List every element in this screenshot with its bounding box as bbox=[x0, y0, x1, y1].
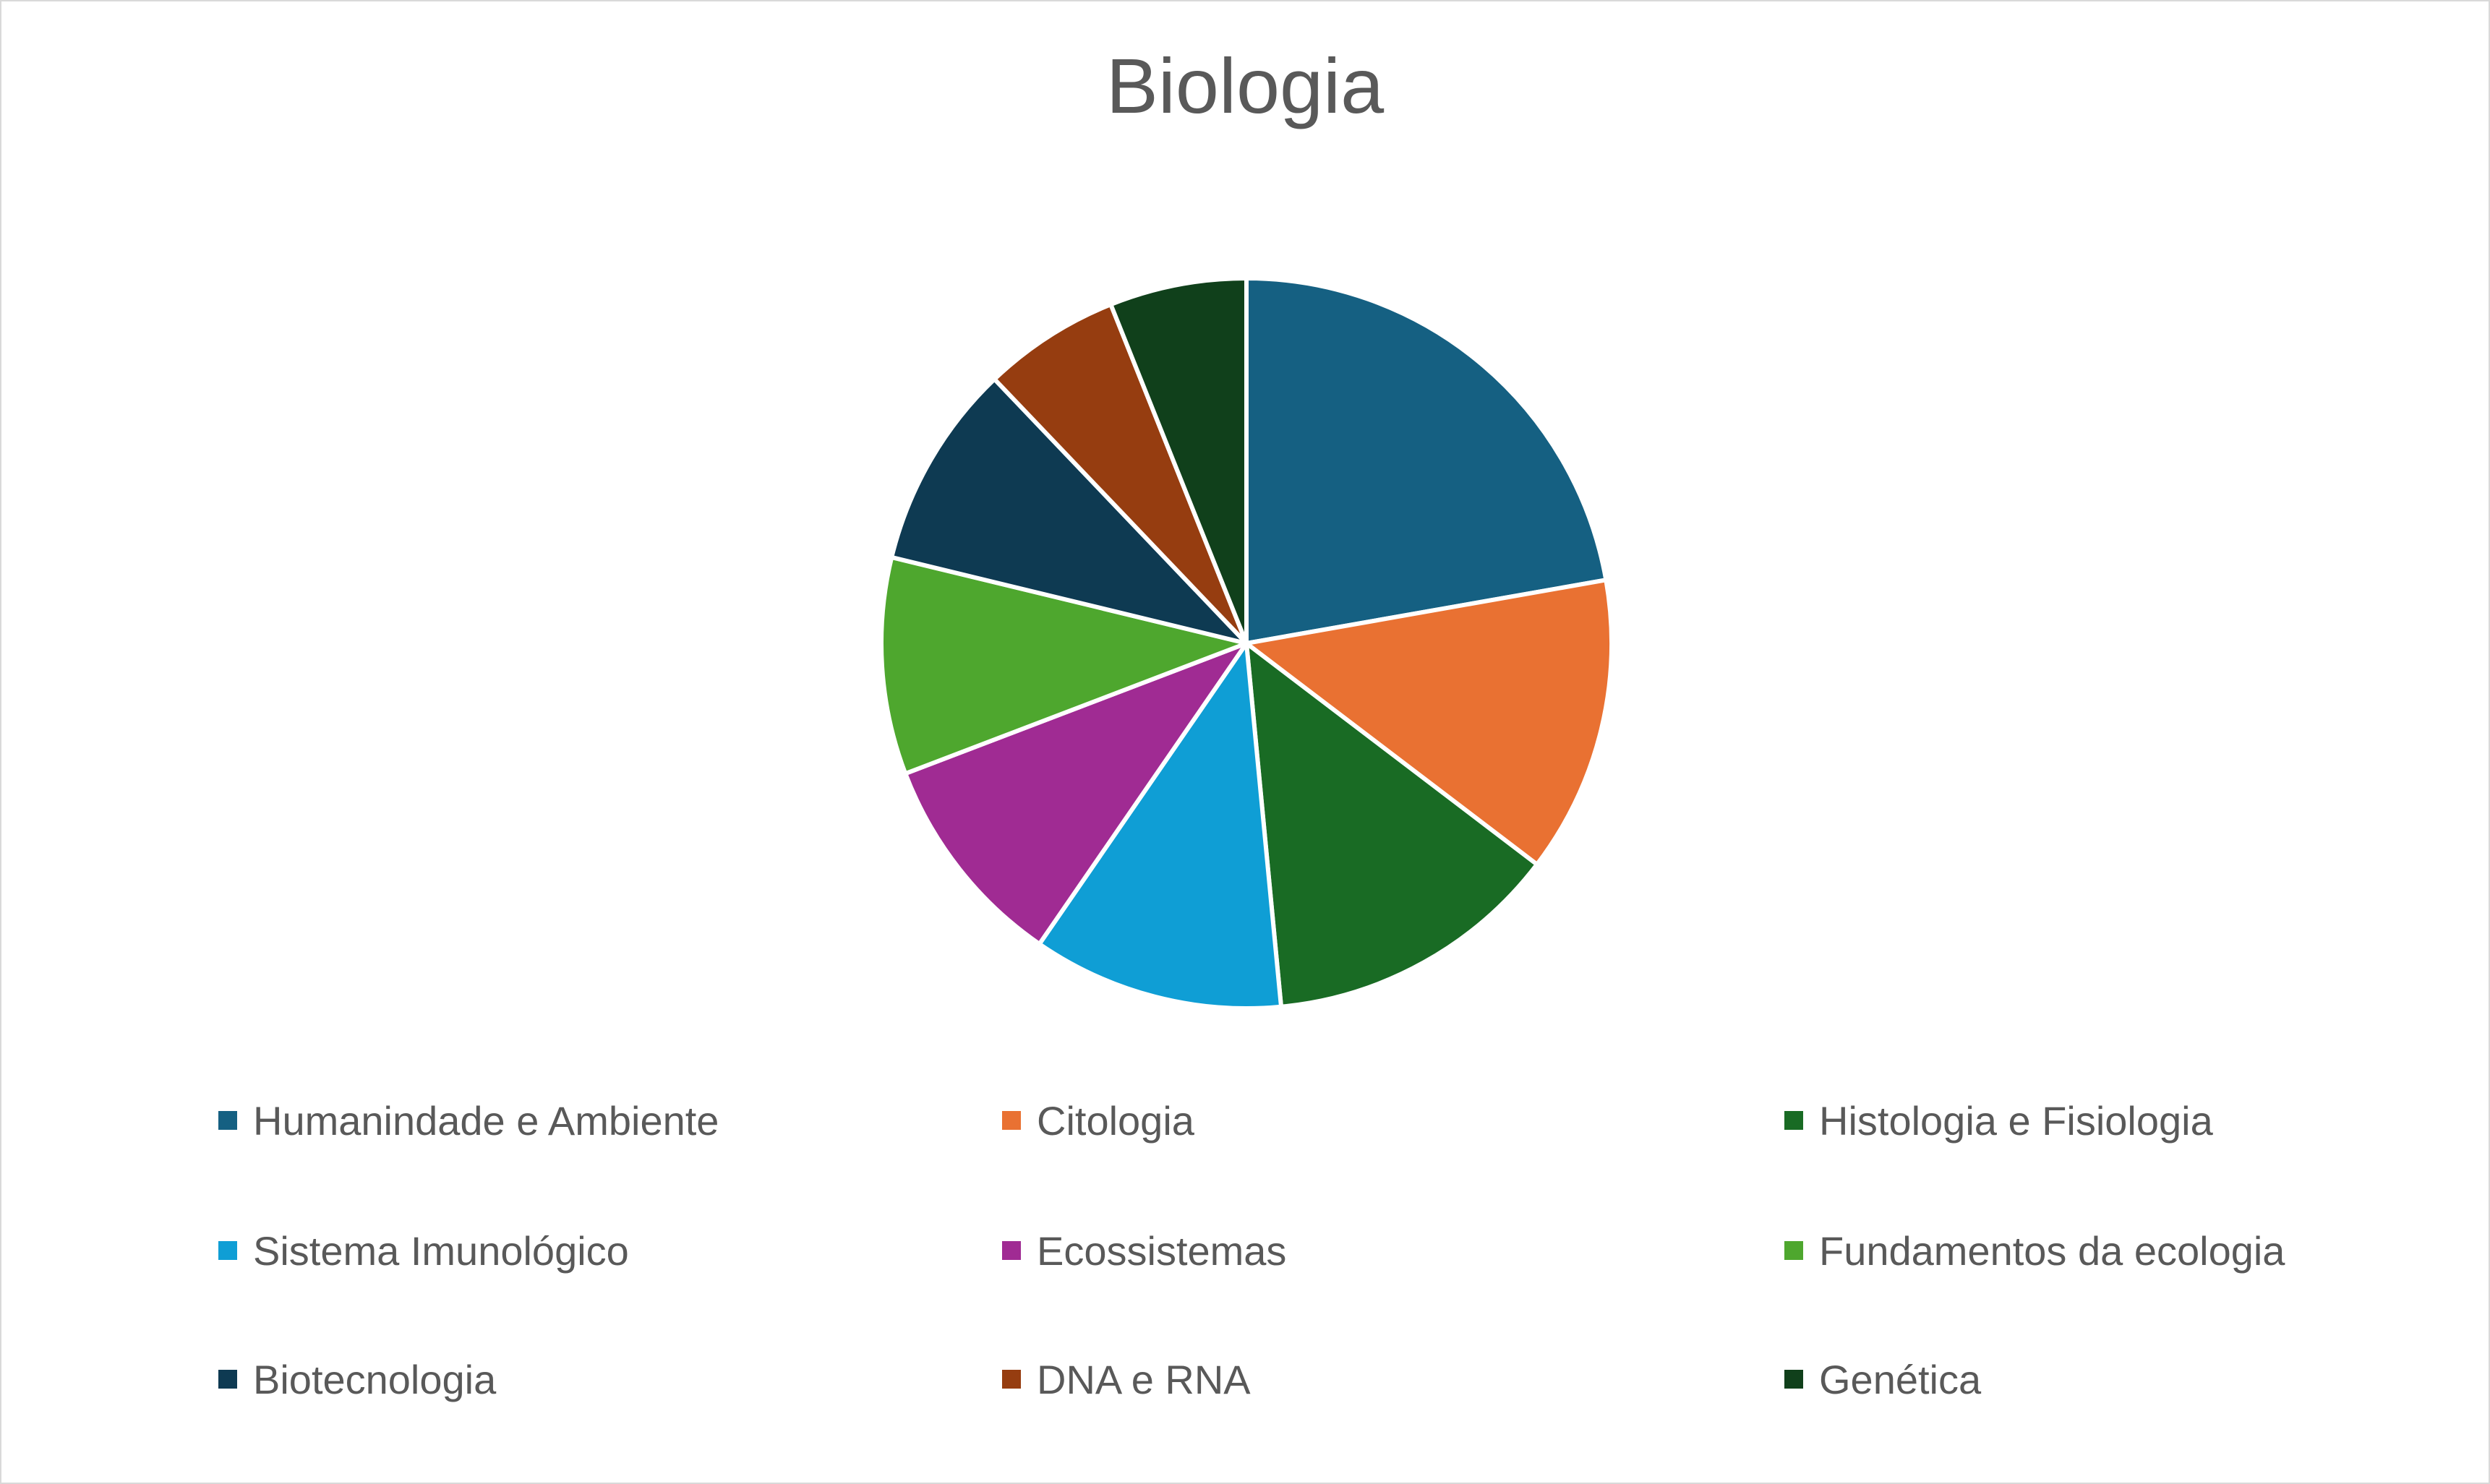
chart-title: Biologia bbox=[1105, 42, 1385, 129]
legend-label: Fundamentos da ecologia bbox=[1819, 1227, 2285, 1274]
legend-label: Sistema Imunológico bbox=[253, 1227, 629, 1274]
legend-item: DNA e RNA bbox=[1002, 1354, 1251, 1404]
legend-swatch bbox=[1784, 1111, 1803, 1130]
legend-item: Humanindade e Ambiente bbox=[218, 1095, 719, 1146]
pie-slice-dna-e-rna bbox=[992, 302, 1249, 646]
legend-item: Citologia bbox=[1002, 1095, 1194, 1146]
legend-item: Ecossistemas bbox=[1002, 1225, 1286, 1276]
legend-label: Histologia e Fisiologia bbox=[1819, 1097, 2213, 1144]
legend-swatch bbox=[1784, 1241, 1803, 1260]
legend-item: Biotecnologia bbox=[218, 1354, 496, 1404]
pie-slice-gen-tica bbox=[1108, 276, 1249, 646]
legend-swatch bbox=[218, 1370, 237, 1389]
legend-item: Sistema Imunológico bbox=[218, 1225, 629, 1276]
legend-swatch bbox=[218, 1241, 237, 1260]
legend-swatch bbox=[1002, 1370, 1021, 1389]
legend-item: Fundamentos da ecologia bbox=[1784, 1225, 2285, 1276]
pie-slice-humanindade-e-ambiente bbox=[1244, 276, 1609, 646]
pie-slice-fundamentos-da-ecologia bbox=[879, 554, 1249, 776]
legend-label: Ecossistemas bbox=[1037, 1227, 1287, 1274]
legend-label: Citologia bbox=[1037, 1097, 1194, 1144]
legend-label: Biotecnologia bbox=[253, 1356, 497, 1402]
pie-slice-citologia bbox=[1244, 578, 1614, 867]
legend-item: Histologia e Fisiologia bbox=[1784, 1095, 2213, 1146]
legend-swatch bbox=[218, 1111, 237, 1130]
pie-slice-ecossistemas bbox=[903, 641, 1249, 946]
legend-label: Humanindade e Ambiente bbox=[253, 1097, 719, 1144]
pie-slice-histologia-e-fisiologia bbox=[1244, 641, 1539, 1009]
legend-item: Genética bbox=[1784, 1354, 1981, 1404]
legend-label: DNA e RNA bbox=[1037, 1356, 1251, 1402]
legend-swatch bbox=[1002, 1111, 1021, 1130]
pie-slice-sistema-imunol-gico bbox=[1037, 641, 1283, 1011]
legend-swatch bbox=[1002, 1241, 1021, 1260]
legend-swatch bbox=[1784, 1370, 1803, 1389]
pie-slice-biotecnologia bbox=[889, 377, 1249, 646]
legend-label: Genética bbox=[1819, 1356, 1982, 1402]
